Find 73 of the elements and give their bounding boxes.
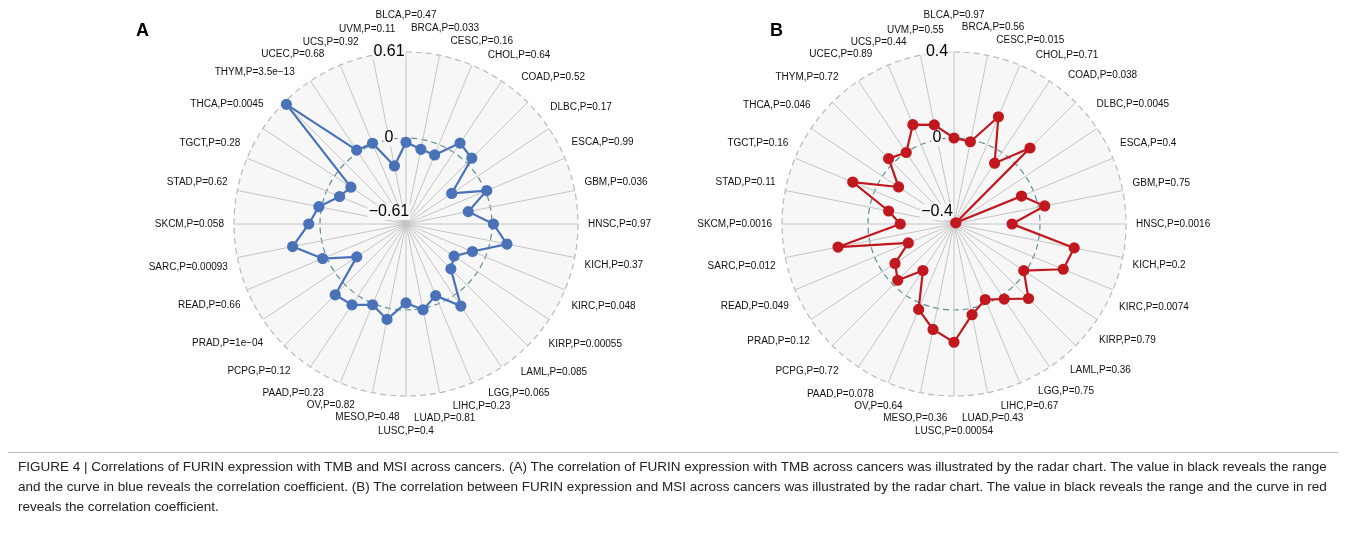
spoke-label: MESO,P=0.36 — [883, 412, 948, 424]
spoke-label: LUAD,P=0.43 — [961, 412, 1024, 424]
spoke-label: DLBC,P=0.17 — [550, 100, 613, 112]
spoke-label: CHOL,P=0.71 — [1035, 48, 1099, 60]
spoke-label: SARC,P=0.012 — [707, 259, 777, 271]
spoke-label: UCEC,P=0.68 — [261, 48, 325, 60]
spoke-label: BRCA,P=0.033 — [410, 21, 480, 33]
spoke-label: ESCA,P=0.99 — [571, 136, 635, 148]
spoke-label: LGG,P=0.75 — [1038, 385, 1095, 397]
spoke-label: LIHC,P=0.67 — [1000, 400, 1059, 412]
spoke-label: CESC,P=0.16 — [450, 34, 514, 46]
spoke-label: GBM,P=0.036 — [584, 175, 648, 187]
spoke-label: UCS,P=0.44 — [850, 35, 907, 47]
spoke-label: STAD,P=0.62 — [166, 176, 228, 188]
y-tick-label: −0.61 — [368, 202, 410, 220]
spoke-label: CHOL,P=0.64 — [487, 48, 551, 60]
spoke-label: KIRC,P=0.0074 — [1119, 300, 1190, 312]
spoke-label: KIRC,P=0.048 — [571, 299, 637, 311]
spoke-label: UVM,P=0.55 — [886, 23, 945, 35]
spoke-label: LUSC,P=0.00054 — [914, 424, 994, 436]
spoke-label: TGCT,P=0.28 — [179, 136, 241, 148]
spoke-label: LAML,P=0.36 — [1070, 364, 1132, 376]
spoke-label: GBM,P=0.75 — [1132, 176, 1191, 188]
text: B — [770, 20, 783, 41]
text: A — [136, 20, 149, 41]
spoke-label: HNSC,P=0.97 — [588, 217, 652, 229]
y-tick-label: −0.4 — [921, 202, 953, 220]
spoke-label: PAAD,P=0.078 — [806, 387, 875, 399]
spoke-label: DLBC,P=0.0045 — [1096, 98, 1170, 110]
spoke-label: KICH,P=0.37 — [584, 259, 644, 271]
spoke-label: LUAD,P=0.81 — [413, 412, 476, 424]
spoke-label: THCA,P=0.0045 — [190, 98, 264, 110]
spoke-label: UCEC,P=0.89 — [809, 48, 873, 60]
spoke-label: STAD,P=0.11 — [715, 176, 776, 188]
y-tick-label: 0 — [384, 128, 394, 146]
spoke-label: COAD,P=0.038 — [1067, 69, 1138, 81]
spoke-label: READ,P=0.66 — [177, 299, 241, 311]
caption: FIGURE 4 | Correlations of FURIN expression with TMB and MSI across cancers. (A) The correlation of FURIN expression with TMB across cancers was illustrated by the radar chart. The value in black reveals the range and the curve in blue reveals the correlation coefficient. (B) The correlation between FURIN expression and MSI across cancers was illustrated by the radar chart. The value in black reveals the range and the curve in red reveals the correlation coefficient. — [8, 452, 1338, 521]
spoke-label: READ,P=0.049 — [720, 300, 790, 312]
spoke-label: THYM,P=0.72 — [775, 70, 839, 82]
spoke-label: BLCA,P=0.97 — [923, 8, 985, 20]
y-tick-label: 0 — [932, 128, 942, 146]
spoke-label: ESCA,P=0.4 — [1119, 137, 1177, 149]
spoke-label: SARC,P=0.00093 — [148, 261, 229, 273]
y-tick-label: 0.61 — [373, 42, 405, 60]
spoke-label: UCS,P=0.92 — [302, 35, 359, 47]
spoke-label: BRCA,P=0.56 — [961, 21, 1025, 33]
spoke-label: BLCA,P=0.47 — [375, 8, 437, 20]
spoke-label: HNSC,P=0.0016 — [1136, 217, 1211, 229]
spoke-label: KIRP,P=0.79 — [1099, 333, 1157, 345]
spoke-label: KICH,P=0.2 — [1132, 258, 1187, 270]
spoke-label: PAAD,P=0.23 — [262, 386, 325, 398]
spoke-label: PCPG,P=0.12 — [227, 364, 291, 376]
spoke-label: KIRP,P=0.00055 — [548, 337, 623, 349]
y-tick-label: 0.4 — [925, 42, 949, 60]
spoke-label: LIHC,P=0.23 — [452, 400, 511, 412]
spoke-label: PCPG,P=0.72 — [775, 364, 839, 376]
spoke-label: LUSC,P=0.4 — [378, 424, 435, 436]
spoke-label: PRAD,P=1e−04 — [192, 336, 264, 348]
spoke-label: TGCT,P=0.16 — [727, 136, 789, 148]
spoke-label: OV,P=0.82 — [306, 399, 356, 411]
spoke-label: MESO,P=0.48 — [335, 411, 400, 423]
spoke-label: OV,P=0.64 — [854, 400, 903, 412]
spoke-label: LGG,P=0.065 — [488, 386, 551, 398]
spoke-label: COAD,P=0.52 — [521, 70, 586, 82]
spoke-label: THCA,P=0.046 — [743, 99, 812, 111]
spoke-label: LAML,P=0.085 — [520, 365, 588, 377]
spoke-label: SKCM,P=0.058 — [154, 217, 225, 229]
spoke-label: THYM,P=3.5e−13 — [214, 66, 296, 78]
spoke-label: CESC,P=0.015 — [996, 33, 1065, 45]
spoke-label: SKCM,P=0.0016 — [697, 217, 773, 229]
spoke-label: UVM,P=0.11 — [339, 22, 396, 34]
spoke-label: PRAD,P=0.12 — [747, 334, 811, 346]
